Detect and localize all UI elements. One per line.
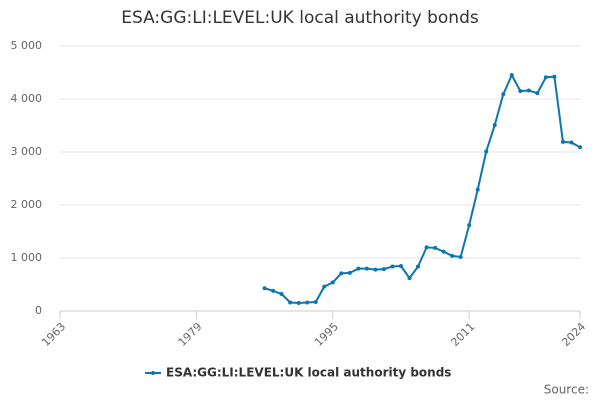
chart-title: ESA:GG:LI:LEVEL:UK local authority bonds [121, 8, 479, 28]
point [578, 145, 582, 150]
y-tick-label: 3 000 [11, 145, 43, 158]
source: Source: [544, 383, 589, 397]
y-tick-label: 5 000 [11, 39, 43, 52]
point [356, 266, 361, 271]
x-tick-label: 2011 [448, 320, 477, 349]
point [296, 301, 301, 306]
point [526, 88, 531, 93]
point [441, 249, 446, 254]
legend-marker [151, 371, 155, 375]
point [288, 300, 293, 305]
x-tick-label: 1979 [176, 320, 205, 349]
point [322, 284, 327, 289]
point [501, 92, 506, 97]
point [279, 292, 284, 297]
point [390, 264, 395, 269]
point [262, 286, 267, 291]
point [552, 74, 557, 79]
point [305, 300, 310, 305]
point [271, 288, 276, 293]
point [424, 245, 429, 250]
point [484, 149, 489, 154]
x-tick-label: 1963 [39, 320, 68, 349]
point [467, 223, 472, 228]
point [398, 263, 403, 268]
point [492, 122, 497, 127]
x-tick-label: 1995 [312, 320, 341, 349]
x-tick-label: 2024 [559, 320, 588, 349]
y-tick-label: 2 000 [11, 198, 43, 211]
point [433, 245, 438, 250]
point [347, 270, 352, 275]
y-tick-label: 0 [35, 304, 42, 317]
point [535, 91, 540, 96]
y-tick-label: 4 000 [11, 92, 43, 105]
point [381, 267, 386, 272]
series-line [264, 72, 581, 305]
point [569, 140, 574, 145]
point [560, 139, 565, 144]
point [330, 280, 335, 285]
legend-label: ESA:GG:LI:LEVEL:UK local authority bonds [166, 366, 451, 380]
point [458, 254, 463, 259]
point [416, 264, 421, 269]
point [313, 299, 318, 304]
point [450, 253, 455, 258]
y-tick-label: 1 000 [11, 251, 43, 264]
point [364, 266, 369, 271]
point [509, 73, 514, 78]
point [373, 267, 378, 272]
point [475, 187, 480, 192]
point [407, 276, 412, 281]
point [339, 271, 344, 276]
point [543, 75, 548, 80]
point [518, 89, 523, 94]
